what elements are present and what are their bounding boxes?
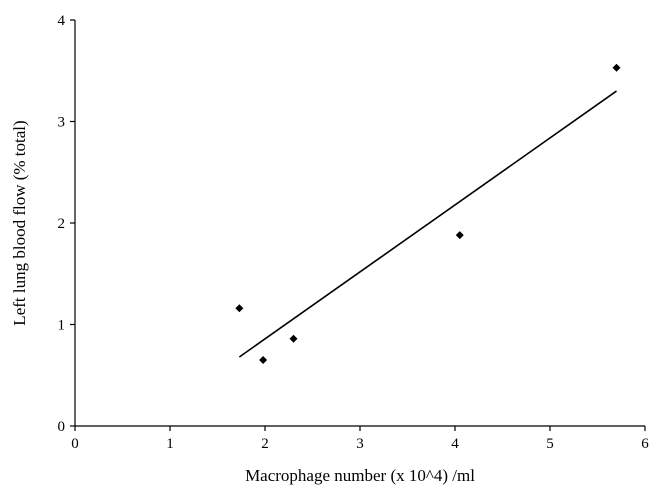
y-tick-label: 4 [58,13,66,29]
data-point [235,304,244,313]
y-axis-title: Left lung blood flow (% total) [10,120,29,325]
x-tick-label: 6 [641,436,649,452]
data-point [289,334,298,343]
data-point [259,356,268,365]
x-tick-label: 4 [451,436,459,452]
x-tick-label: 2 [261,436,269,452]
x-tick-label: 0 [71,436,79,452]
y-tick-label: 2 [58,216,66,232]
x-tick-label: 5 [546,436,554,452]
y-tick-label: 0 [58,419,66,435]
x-axis-ticks: 0 1 2 3 4 5 6 [71,426,649,452]
plot-area [74,20,645,427]
x-axis-title: Macrophage number (x 10^4) /ml [245,466,475,485]
data-point [612,63,621,72]
y-tick-label: 3 [58,115,66,131]
trendline-group [238,90,617,358]
y-tick-label: 1 [58,318,66,334]
data-point [455,231,464,240]
data-points [235,63,621,365]
y-axis-ticks: 0 1 2 3 4 [58,13,75,435]
trend-line [238,90,617,358]
x-tick-label: 3 [356,436,364,452]
x-tick-label: 1 [166,436,174,452]
